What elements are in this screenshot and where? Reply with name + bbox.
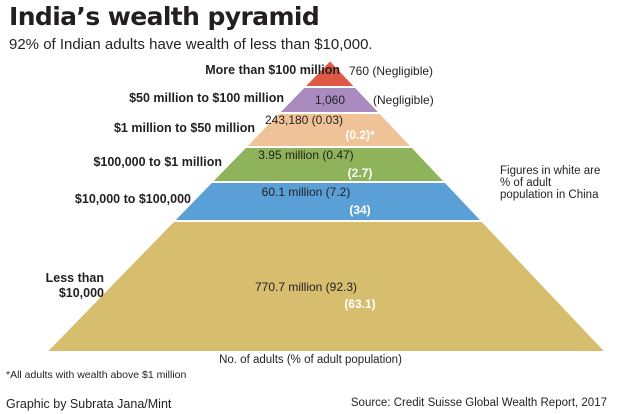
tier-value-label: 243,180 (0.03) (265, 113, 343, 127)
tier-category-label: $10,000 to $100,000 (75, 192, 191, 206)
tier-china-label: (2.7) (348, 166, 373, 180)
pyramid-tier-6 (43, 220, 609, 353)
source-note: Source: Credit Suisse Global Wealth Repo… (350, 397, 607, 409)
tier-category-label: $1 million to $50 million (114, 121, 255, 135)
tier-china-label: (63.1) (344, 297, 375, 311)
china-figures-note: Figures in white are % of adult populati… (500, 165, 601, 201)
x-axis-label: No. of adults (% of adult population) (219, 354, 402, 366)
tier-category-label: $100,000 to $1 million (93, 155, 222, 169)
graphic-credit: Graphic by Subrata Jana/Mint (6, 397, 172, 411)
tier-china-label: (0.2)* (345, 128, 375, 142)
tier-value-label: 60.1 million (7.2) (262, 185, 351, 199)
chart-title: India’s wealth pyramid (9, 2, 320, 31)
footnote: *All adults with wealth above $1 million (6, 369, 187, 381)
tier-value-label: 3.95 million (0.47) (258, 148, 353, 162)
tier-category-label: $50 million to $100 million (129, 91, 284, 105)
tier-value-label: 760 (Negligible) (349, 64, 433, 78)
tier-value-label: 1,060 (315, 93, 345, 107)
tier-category-label: $10,000 (59, 286, 104, 300)
tier-value-label: 770.7 million (92.3) (255, 280, 357, 294)
tier-category-label: Less than (46, 271, 104, 285)
tier-category-label: More than $100 million (205, 63, 340, 77)
tier-china-label: (34) (349, 203, 370, 217)
tier-value-suffix: (Negligible) (373, 93, 434, 107)
chart-subtitle: 92% of Indian adults have wealth of less… (9, 36, 373, 53)
